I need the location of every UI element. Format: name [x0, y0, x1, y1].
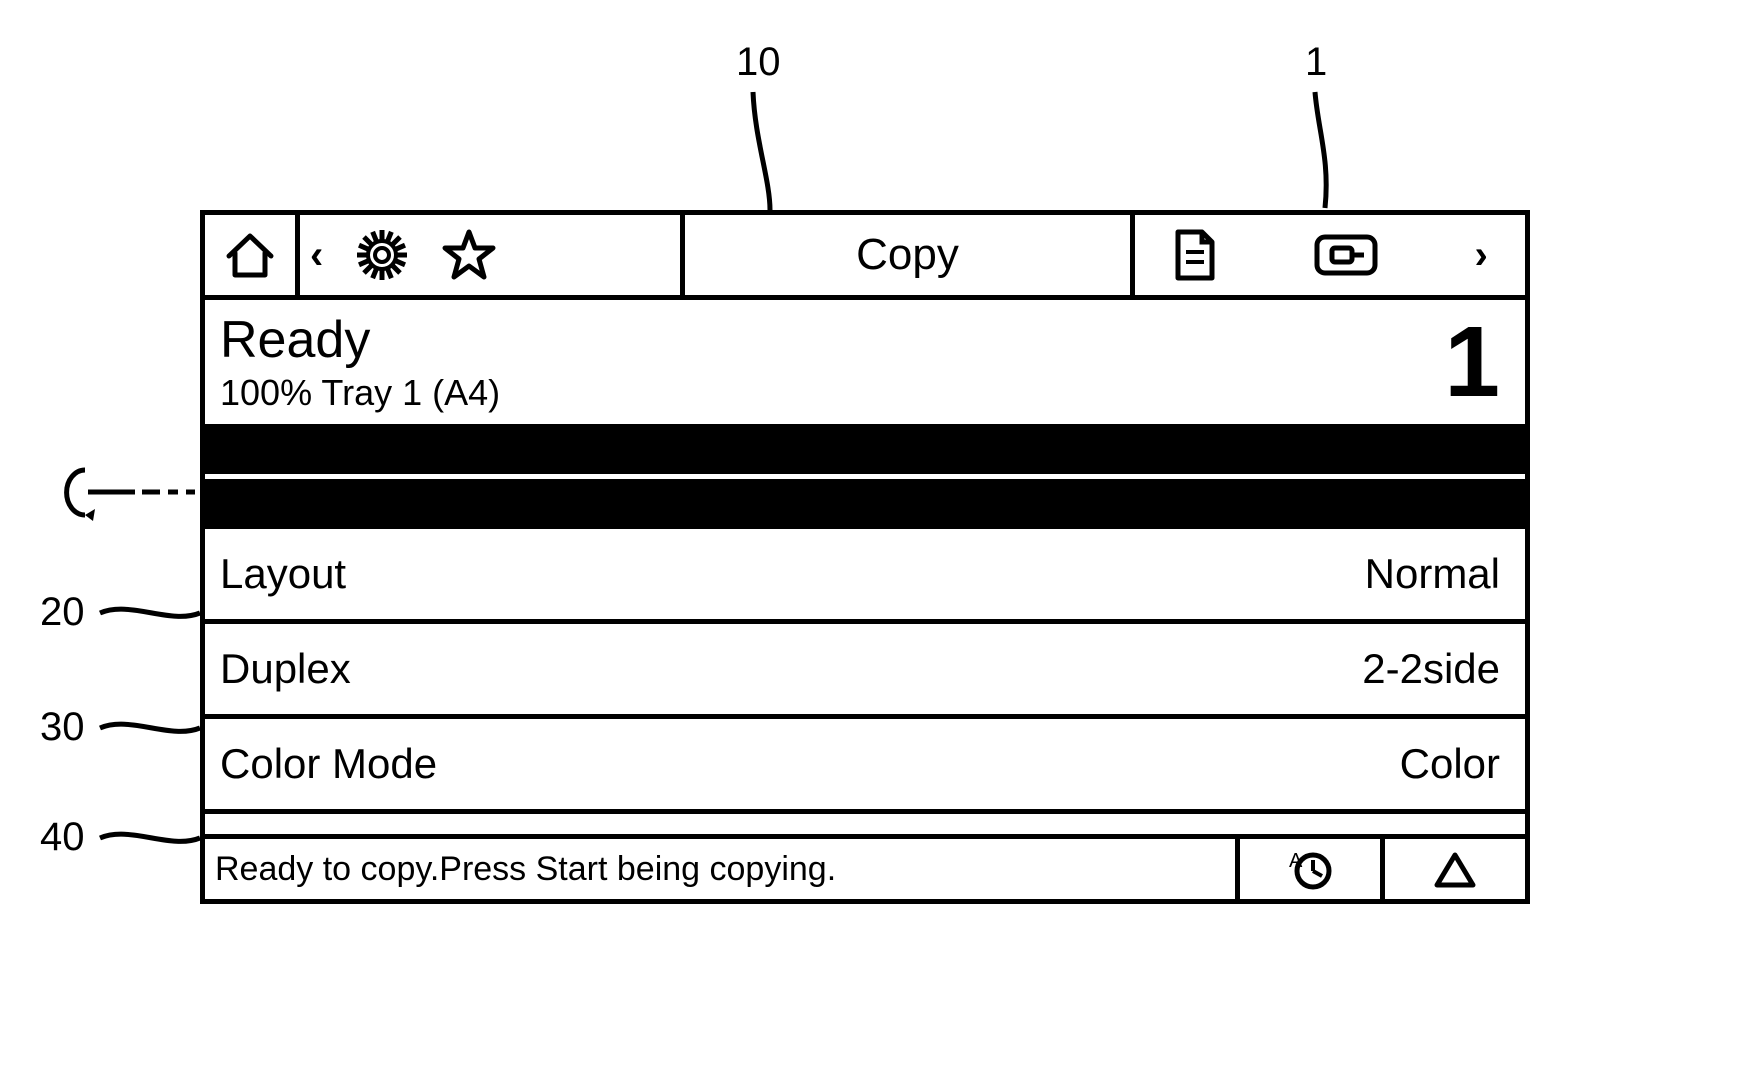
option-duplex-value: 2-2side — [1362, 645, 1500, 693]
footer-gap — [205, 814, 1525, 839]
footer-history-button[interactable]: A — [1240, 839, 1380, 899]
gear-icon — [353, 226, 411, 284]
top-bar: ‹ — [205, 215, 1525, 300]
usb-button[interactable] — [1312, 229, 1380, 281]
document-button[interactable] — [1172, 228, 1218, 282]
option-duplex[interactable]: Duplex 2-2side — [205, 624, 1525, 719]
document-icon — [1172, 228, 1218, 282]
nav-prev-button[interactable]: ‹ — [310, 233, 323, 278]
diagram-root: 10 1 20 30 40 ‹ — [0, 0, 1754, 1089]
history-icon: A — [1285, 847, 1335, 891]
option-colormode-value: Color — [1400, 740, 1500, 788]
settings-button[interactable] — [353, 226, 411, 284]
option-colormode[interactable]: Color Mode Color — [205, 719, 1525, 814]
usb-icon — [1312, 229, 1380, 281]
home-button[interactable] — [205, 215, 300, 295]
option-layout-value: Normal — [1365, 550, 1500, 598]
favorite-button[interactable] — [441, 227, 497, 283]
warning-icon — [1433, 849, 1477, 889]
footer-warning-button[interactable] — [1380, 839, 1525, 899]
screen-frame: ‹ — [200, 210, 1530, 904]
status-main-text: Ready — [220, 310, 500, 370]
status-sub-text: 100% Tray 1 (A4) — [220, 372, 500, 414]
status-panel: Ready 100% Tray 1 (A4) 1 — [205, 300, 1525, 429]
screen-title: Copy — [685, 215, 1135, 295]
nav-group-right: › — [1135, 215, 1525, 295]
option-layout-label: Layout — [220, 550, 346, 598]
footer-message: Ready to copy.Press Start being copying. — [205, 839, 1240, 899]
option-layout[interactable]: Layout Normal — [205, 529, 1525, 624]
status-text-group: Ready 100% Tray 1 (A4) — [220, 310, 500, 414]
scroll-handle-icon — [60, 455, 200, 535]
nav-next-button[interactable]: › — [1475, 233, 1488, 278]
footer-bar: Ready to copy.Press Start being copying.… — [205, 839, 1525, 899]
copy-count: 1 — [1444, 312, 1500, 412]
home-icon — [223, 228, 277, 282]
density-slider-bars — [205, 429, 1525, 524]
density-slider[interactable] — [205, 429, 1525, 529]
nav-group-left: ‹ — [300, 215, 685, 295]
star-icon — [441, 227, 497, 283]
option-duplex-label: Duplex — [220, 645, 351, 693]
option-colormode-label: Color Mode — [220, 740, 437, 788]
